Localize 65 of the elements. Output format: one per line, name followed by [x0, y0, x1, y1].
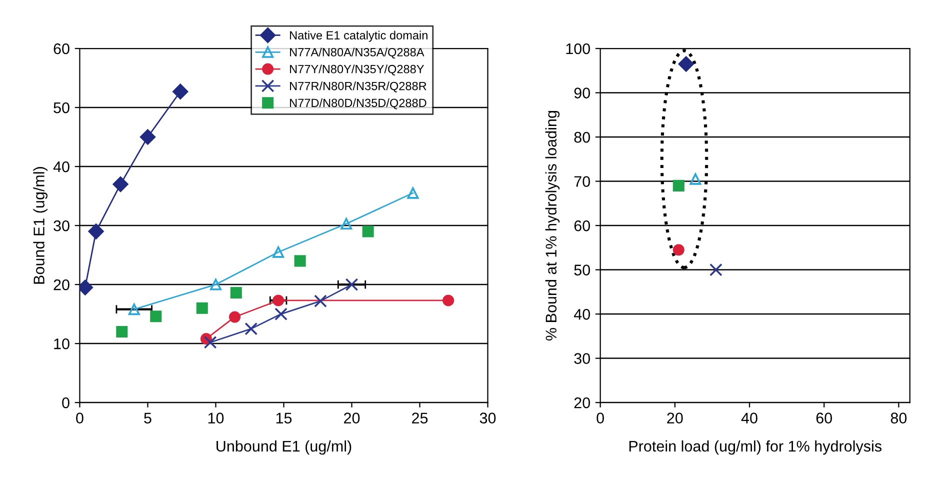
- point: [140, 129, 156, 145]
- y-tick-label: 0: [62, 397, 70, 408]
- y-tick-label: 80: [574, 132, 590, 143]
- point: [229, 311, 241, 323]
- point: [442, 294, 454, 306]
- y-tick-label: 50: [574, 264, 590, 276]
- y-tick-label: 20: [574, 397, 590, 408]
- y-tick-label: 30: [54, 220, 70, 232]
- legend-label: N77R/N80R/N35R/Q288R: [290, 82, 426, 92]
- x-tick-label: 0: [596, 412, 604, 424]
- point: [709, 263, 722, 276]
- x-tick-label: 20: [667, 412, 683, 424]
- x-axis-title: Unbound E1 (ug/ml): [216, 440, 352, 455]
- point: [150, 310, 162, 322]
- legend-label: Native E1 catalytic domain: [290, 30, 428, 42]
- y-tick-label: 60: [54, 43, 70, 54]
- point: [340, 218, 352, 230]
- y-tick-label: 70: [574, 176, 590, 187]
- point: [672, 180, 684, 192]
- y-tick-label: 10: [54, 338, 70, 350]
- x-axis-title: Protein load (ug/ml) for 1% hydrolysis: [629, 440, 882, 455]
- y-tick-label: 40: [53, 161, 70, 172]
- x-tick-label: 10: [208, 412, 224, 424]
- point: [244, 322, 258, 336]
- x-tick-label: 40: [741, 412, 758, 424]
- y-axis-title: % Bound at 1% hydrolysis loading: [545, 111, 560, 340]
- point: [230, 287, 242, 299]
- point: [294, 255, 306, 267]
- point: [196, 302, 208, 314]
- x-tick-label: 25: [412, 412, 428, 424]
- y-tick-label: 20: [54, 279, 70, 290]
- y-axis-title: Bound E1 (ug/ml): [33, 167, 48, 284]
- y-tick-label: 60: [574, 220, 590, 232]
- x-tick-label: 15: [276, 412, 292, 424]
- y-tick-label: 40: [574, 308, 590, 320]
- point: [314, 294, 327, 308]
- x-tick-label: 80: [890, 412, 907, 424]
- point: [172, 84, 188, 100]
- x-tick-label: 30: [480, 412, 496, 424]
- legend-label: N77D/N80D/N35D/Q288D: [290, 98, 426, 110]
- y-tick-label: 30: [574, 353, 590, 364]
- y-tick-label: 100: [566, 43, 590, 54]
- point: [88, 224, 104, 240]
- x-tick-label: 5: [144, 412, 152, 424]
- x-tick-label: 60: [816, 412, 832, 424]
- y-tick-label: 90: [574, 88, 590, 98]
- legend-label: N77Y/N80Y/N35Y/Q288Y: [290, 64, 424, 76]
- point: [272, 294, 284, 306]
- point: [210, 278, 222, 290]
- point: [112, 176, 128, 192]
- point: [128, 304, 140, 316]
- x-tick-label: 20: [344, 412, 360, 424]
- point: [690, 173, 702, 185]
- point: [345, 278, 358, 291]
- point: [362, 226, 374, 238]
- y-tick-label: 50: [54, 102, 70, 114]
- point: [272, 246, 284, 258]
- point: [672, 244, 684, 256]
- point: [274, 308, 288, 320]
- x-tick-label: 0: [76, 412, 84, 424]
- point: [204, 336, 217, 349]
- point: [407, 187, 419, 199]
- point: [116, 326, 128, 338]
- point: [678, 56, 694, 72]
- legend-label: N77A/N80A/N35A/Q288A: [290, 48, 424, 58]
